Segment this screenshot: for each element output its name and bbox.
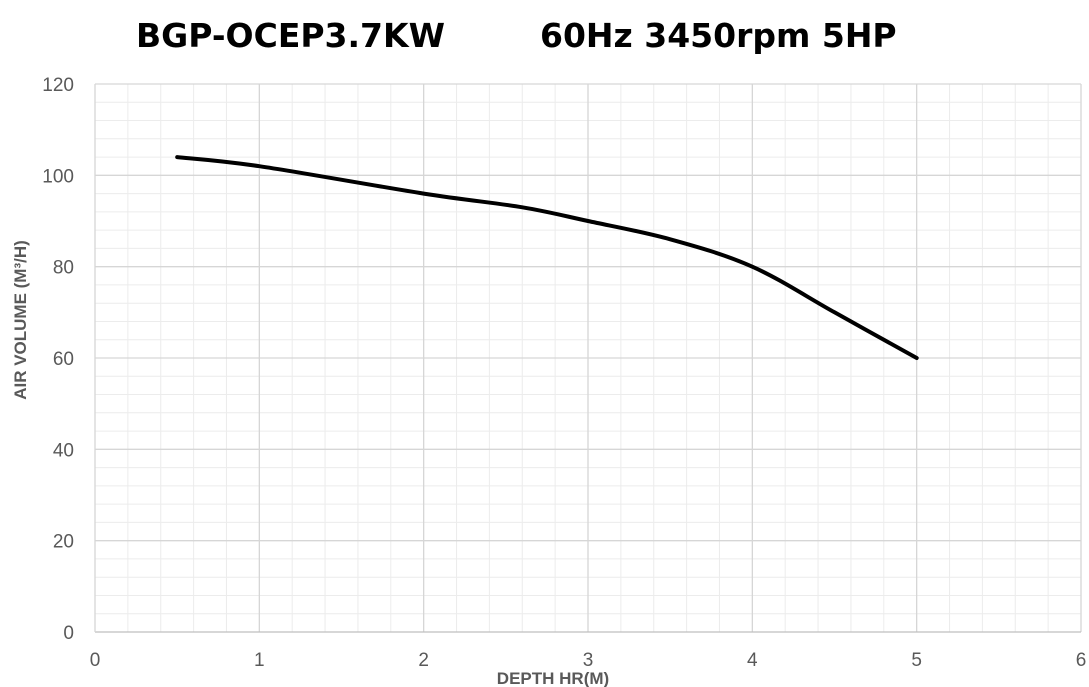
y-axis-title: AIR VOLUME (M³/H) (11, 240, 30, 400)
series-line (175, 155, 919, 360)
chart-title-left: BGP-OCEP3.7KW (136, 16, 445, 55)
x-tick-label: 1 (254, 650, 265, 671)
y-tick-label: 20 (53, 532, 74, 553)
y-tick-label: 100 (42, 166, 74, 187)
x-tick-label: 2 (418, 650, 429, 671)
x-tick-label: 3 (583, 650, 594, 671)
x-tick-label: 4 (747, 650, 758, 671)
y-tick-label: 40 (53, 440, 74, 461)
x-tick-label: 6 (1076, 650, 1087, 671)
x-axis-title: DEPTH HR(M) (497, 669, 609, 687)
y-tick-label: 80 (53, 258, 74, 279)
y-tick-label: 60 (53, 349, 74, 370)
chart-title-right: 60Hz 3450rpm 5HP (540, 16, 897, 55)
series-layer (175, 155, 919, 360)
x-tick-label: 5 (911, 650, 922, 671)
y-tick-label: 0 (63, 623, 74, 644)
chart-title: BGP-OCEP3.7KW 60Hz 3450rpm 5HP (136, 16, 897, 55)
y-tick-label: 120 (42, 75, 74, 96)
grid (94, 83, 1082, 633)
x-tick-label: 0 (90, 650, 101, 671)
